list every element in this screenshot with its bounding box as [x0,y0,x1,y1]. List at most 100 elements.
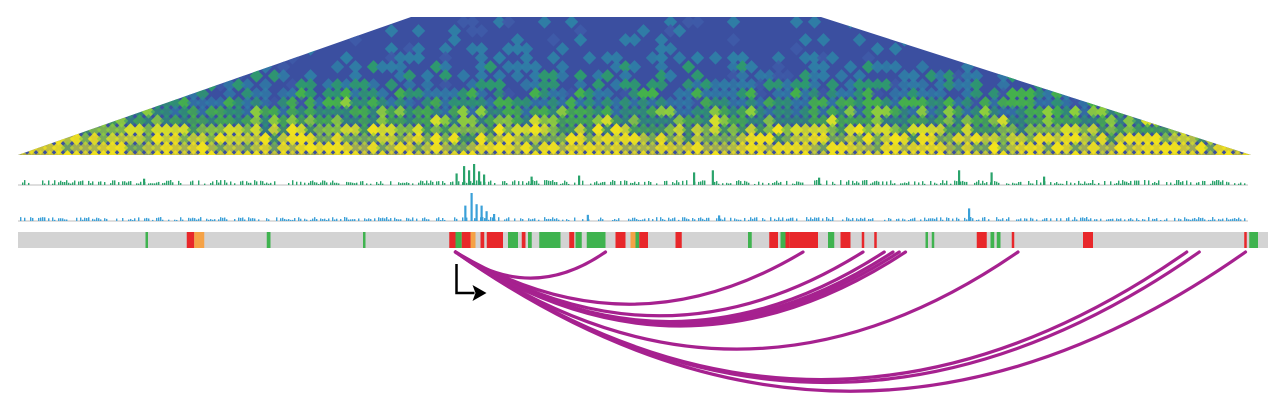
signal-bar [762,218,764,221]
heatmap-cell [834,141,849,155]
heatmap-cell [105,69,120,83]
heatmap-cell [492,132,507,146]
heatmap-cell [267,150,282,155]
heatmap-cell [303,150,318,155]
state-segment [145,232,148,248]
heatmap-cell [357,132,372,146]
signal-bar [1144,180,1146,185]
heatmap-cell [1086,42,1101,56]
signal-bar [1104,180,1106,185]
signal-bar [616,219,618,221]
signal-bar [1112,218,1114,221]
heatmap-cell [537,150,552,155]
signal-bar [422,181,424,185]
signal-bar [1210,183,1212,185]
signal-bar [480,181,482,185]
signal-bar [58,218,60,221]
signal-bar [112,180,114,185]
heatmap-cell [987,141,1002,155]
signal-bar [716,181,718,185]
heatmap-cell [1131,96,1146,110]
signal-bar [1008,183,1010,185]
heatmap-cell [591,150,606,155]
signal-bar [678,219,680,221]
signal-bar [350,219,352,221]
heatmap-cell [1113,60,1128,74]
signal-bar [110,183,112,185]
signal-bar [1032,218,1034,221]
signal-bar [44,217,46,221]
signal-bar [684,217,686,221]
signal-bar [1090,183,1092,185]
heatmap-cell [1050,132,1065,146]
signal-bar [40,217,42,221]
signal-bar [336,182,338,185]
heatmap-cell [492,150,507,155]
state-segment [990,232,995,248]
signal-bar [846,181,848,185]
signal-bar [830,219,832,221]
heatmap-cell [1212,33,1227,47]
heatmap-cell [1158,78,1173,92]
heatmap-cell [1122,42,1137,56]
signal-bar [856,218,858,221]
heatmap-cell [330,141,345,155]
signal-bar [324,180,326,185]
signal-bar [736,219,738,221]
heatmap-cell [339,141,354,155]
signal-bar [698,181,700,185]
signal-bar [1042,219,1044,221]
heatmap-cell [150,132,165,146]
signal-bar [242,217,244,221]
signal-bar [702,218,704,221]
signal-bar [1084,218,1086,221]
signal-bar [54,219,56,221]
signal-bar [490,217,492,221]
signal-bar [816,217,818,221]
signal-bar [780,219,782,221]
signal-bar [1182,181,1184,185]
heatmap-cell [771,141,786,155]
signal-bar [808,219,810,221]
heatmap-cell [906,141,921,155]
heatmap-cell [519,150,534,155]
signal-bar [348,219,350,221]
signal-bar [758,181,760,185]
signal-bar [780,181,782,185]
signal-bar [564,180,566,185]
heatmap-cell [114,69,129,83]
signal-bar [610,181,612,185]
heatmap-cell [33,114,48,128]
signal-bar [792,183,794,185]
signal-bar [498,217,500,221]
signal-bar [1230,219,1232,221]
signal-bar [48,218,50,221]
signal-bar [926,219,928,221]
signal-bar [930,180,932,185]
signal-bar [178,180,180,185]
heatmap-cell [1185,78,1200,92]
signal-bar [686,218,688,221]
signal-bar [914,181,916,185]
heatmap-cell [42,123,57,137]
signal-bar [436,181,438,185]
signal-bar [934,182,936,185]
signal-bar [672,182,674,185]
heatmap-cell [1248,105,1251,119]
heatmap-cell [789,132,804,146]
heatmap-cell [240,150,255,155]
heatmap-cell [978,132,993,146]
heatmap-cell [258,150,273,155]
signal-bar [24,180,26,185]
chromatin-state-bar [18,232,1268,248]
signal-bar [1240,182,1242,185]
heatmap-cell [744,132,759,146]
signal-bar [248,217,250,221]
signal-bar [688,219,690,221]
signal-bar [20,217,22,221]
heatmap-cell [51,114,66,128]
heatmap-cell [1113,78,1128,92]
signal-bar [814,217,816,221]
heatmap-cell [168,51,183,65]
heatmap-cell [1086,69,1101,83]
